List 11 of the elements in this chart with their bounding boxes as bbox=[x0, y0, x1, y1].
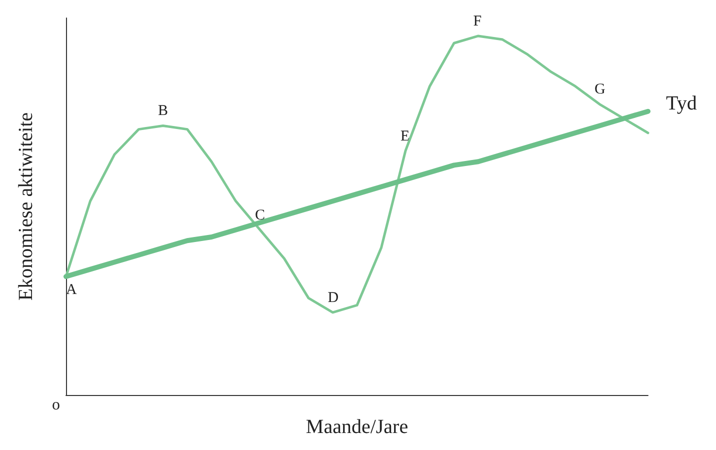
annotation: G bbox=[594, 82, 606, 98]
annotation: B bbox=[158, 103, 168, 120]
annotation: F bbox=[473, 13, 482, 30]
annotation: D bbox=[328, 290, 339, 306]
annotation: A bbox=[66, 282, 77, 298]
annotation: C bbox=[255, 207, 266, 224]
x-axis-title: Maande/Jare bbox=[306, 416, 408, 438]
y-axis-title: Ekonomiese aktiwiteite bbox=[15, 112, 37, 301]
text: o bbox=[52, 396, 60, 414]
series-label: Tyd bbox=[666, 92, 697, 114]
annotation: E bbox=[400, 128, 410, 144]
